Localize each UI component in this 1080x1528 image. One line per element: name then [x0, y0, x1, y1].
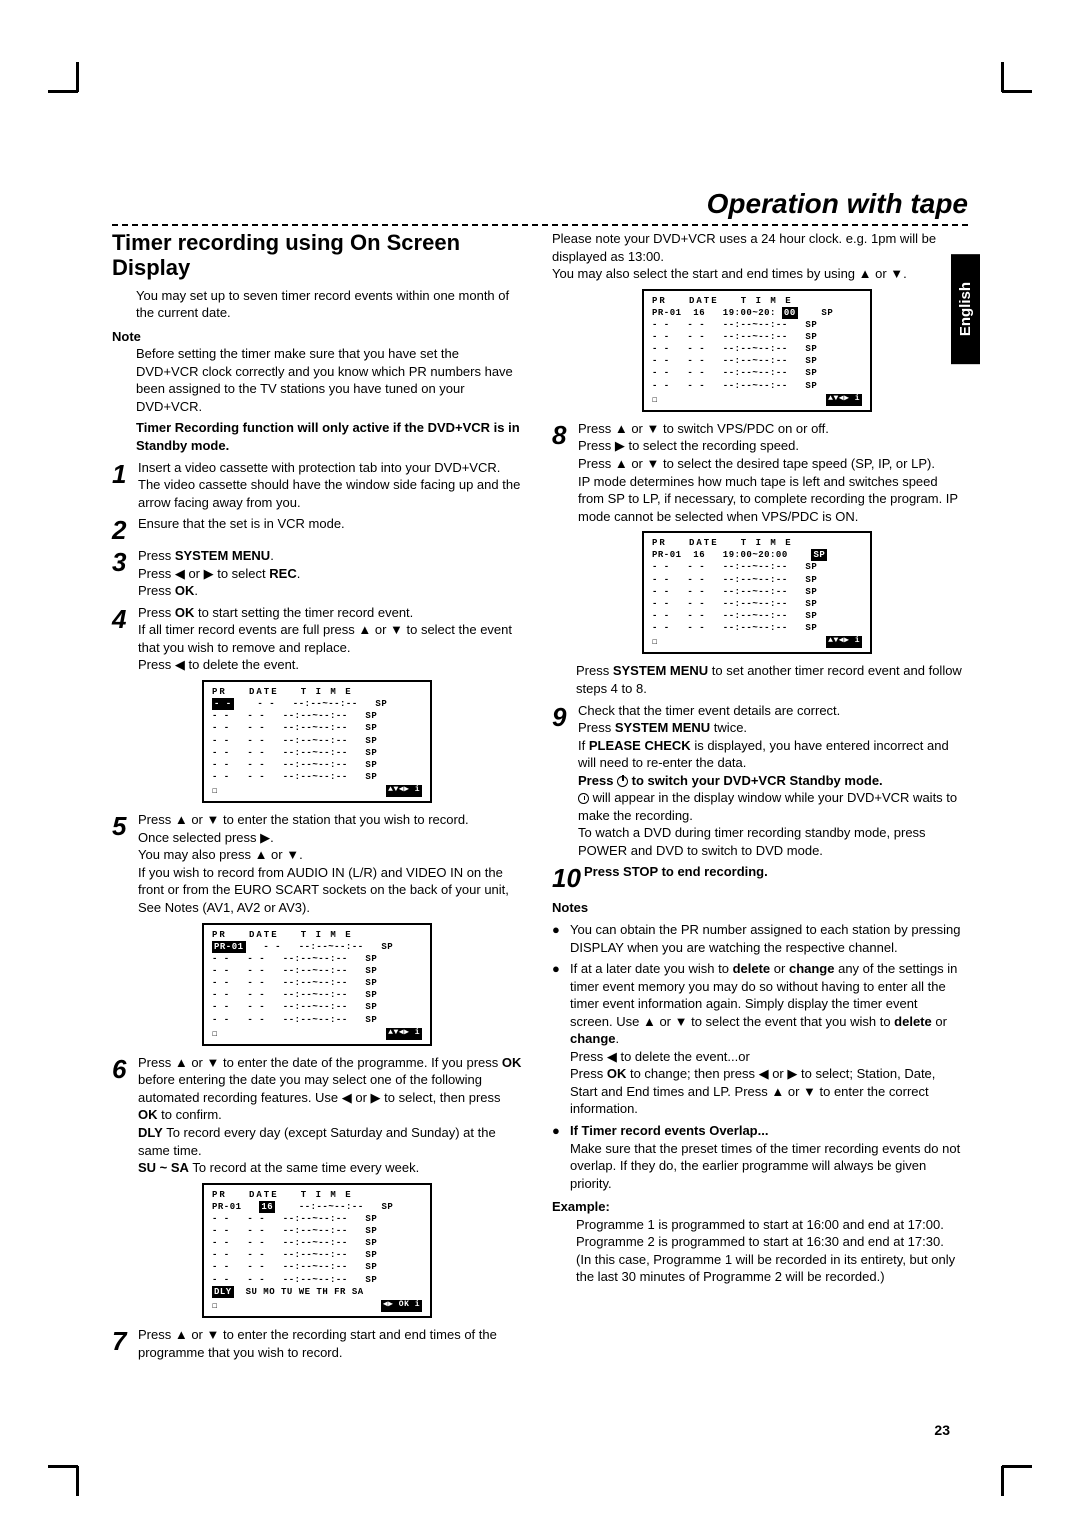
- step-4: 4 Press OK to start setting the timer re…: [112, 604, 522, 674]
- crop-mark: [1001, 62, 1004, 92]
- left-column: Timer recording using On Screen Display …: [112, 230, 522, 1361]
- page-number: 23: [934, 1422, 950, 1438]
- step-body: Press ▲ or ▼ to enter the station that y…: [138, 811, 522, 916]
- step-number: 1: [112, 461, 138, 512]
- step-number: 3: [112, 549, 138, 600]
- step-body: Ensure that the set is in VCR mode.: [138, 515, 522, 543]
- step9-bold: Press to switch your DVD+VCR Standby mod…: [578, 773, 883, 788]
- step-body: Press OK to start setting the timer reco…: [138, 604, 522, 674]
- note-bullet-2: ● If at a later date you wish to delete …: [552, 960, 962, 1118]
- note-label: Note: [112, 328, 522, 346]
- bullet-icon: ●: [552, 921, 570, 956]
- notes-label: Notes: [552, 899, 962, 917]
- section-title: Timer recording using On Screen Display: [112, 230, 522, 281]
- note-bullet-3: ● If Timer record events Overlap...Make …: [552, 1122, 962, 1192]
- step-number: 2: [112, 517, 138, 543]
- right-column: Please note your DVD+VCR uses a 24 hour …: [552, 230, 962, 1361]
- crop-mark: [1002, 90, 1032, 93]
- crop-mark: [76, 62, 79, 92]
- step-8: 8 Press ▲ or ▼ to switch VPS/PDC on or o…: [552, 420, 962, 525]
- step-9: 9 Check that the timer event details are…: [552, 702, 962, 860]
- clock-icon: [578, 793, 589, 804]
- crop-mark: [1001, 1466, 1004, 1496]
- crop-mark: [1002, 1465, 1032, 1468]
- step-3: 3 Press SYSTEM MENU. Press ◀ or ▶ to sel…: [112, 547, 522, 600]
- step-7: 7 Press ▲ or ▼ to enter the recording st…: [112, 1326, 522, 1361]
- step-body: Insert a video cassette with protection …: [138, 459, 522, 512]
- example-label: Example:: [552, 1198, 962, 1216]
- crop-mark: [48, 1465, 78, 1468]
- bullet-icon: ●: [552, 1122, 570, 1192]
- note-text: If Timer record events Overlap...Make su…: [570, 1122, 962, 1192]
- note-bold: Timer Recording function will only activ…: [136, 420, 520, 453]
- crop-mark: [76, 1466, 79, 1496]
- osd-table-3: PR DATE T I M E PR-01 16 --:--~--:-- SP …: [202, 1183, 432, 1318]
- right-top-text: Please note your DVD+VCR uses a 24 hour …: [552, 230, 962, 283]
- step-body: Press ▲ or ▼ to enter the recording star…: [138, 1326, 522, 1361]
- step-5: 5 Press ▲ or ▼ to enter the station that…: [112, 811, 522, 916]
- step-number: 5: [112, 813, 138, 916]
- osd-table-4: PR DATE T I M E PR-01 16 19:00~20:00 SP …: [642, 289, 872, 412]
- step-10: 10 Press STOP to end recording.: [552, 863, 962, 891]
- header-title: Operation with tape: [112, 188, 968, 220]
- step-number: 7: [112, 1328, 138, 1361]
- power-icon: [617, 776, 628, 787]
- note-text: If at a later date you wish to delete or…: [570, 960, 962, 1118]
- step-body: Press SYSTEM MENU. Press ◀ or ▶ to selec…: [138, 547, 522, 600]
- after-step8: Press SYSTEM MENU to set another timer r…: [576, 662, 962, 697]
- step-1: 1 Insert a video cassette with protectio…: [112, 459, 522, 512]
- step-number: 8: [552, 422, 578, 525]
- step-body: Press ▲ or ▼ to switch VPS/PDC on or off…: [578, 420, 962, 525]
- example-body: Programme 1 is programmed to start at 16…: [576, 1216, 962, 1286]
- step-number: 9: [552, 704, 578, 860]
- note-text: You can obtain the PR number assigned to…: [570, 921, 962, 956]
- step-number: 6: [112, 1056, 138, 1177]
- osd-table-1: PR DATE T I M E - - - - --:--~--:-- SP -…: [202, 680, 432, 803]
- note-bullet-1: ● You can obtain the PR number assigned …: [552, 921, 962, 956]
- crop-mark: [48, 90, 78, 93]
- step-body: Press STOP to end recording.: [584, 863, 962, 891]
- step-body: Press ▲ or ▼ to enter the date of the pr…: [138, 1054, 522, 1177]
- osd-table-5: PR DATE T I M E PR-01 16 19:00~20:00 SP …: [642, 531, 872, 654]
- osd-table-2: PR DATE T I M E PR-01 - - --:--~--:-- SP…: [202, 923, 432, 1046]
- step-number: 4: [112, 606, 138, 674]
- step-6: 6 Press ▲ or ▼ to enter the date of the …: [112, 1054, 522, 1177]
- step-number: 10: [552, 865, 584, 891]
- page-header: Operation with tape: [112, 188, 968, 226]
- bullet-icon: ●: [552, 960, 570, 1118]
- header-rule: [112, 224, 968, 226]
- intro-text: You may set up to seven timer record eve…: [136, 287, 522, 322]
- step-body: Check that the timer event details are c…: [578, 702, 962, 860]
- step-2: 2 Ensure that the set is in VCR mode.: [112, 515, 522, 543]
- note-body: Before setting the timer make sure that …: [136, 345, 522, 415]
